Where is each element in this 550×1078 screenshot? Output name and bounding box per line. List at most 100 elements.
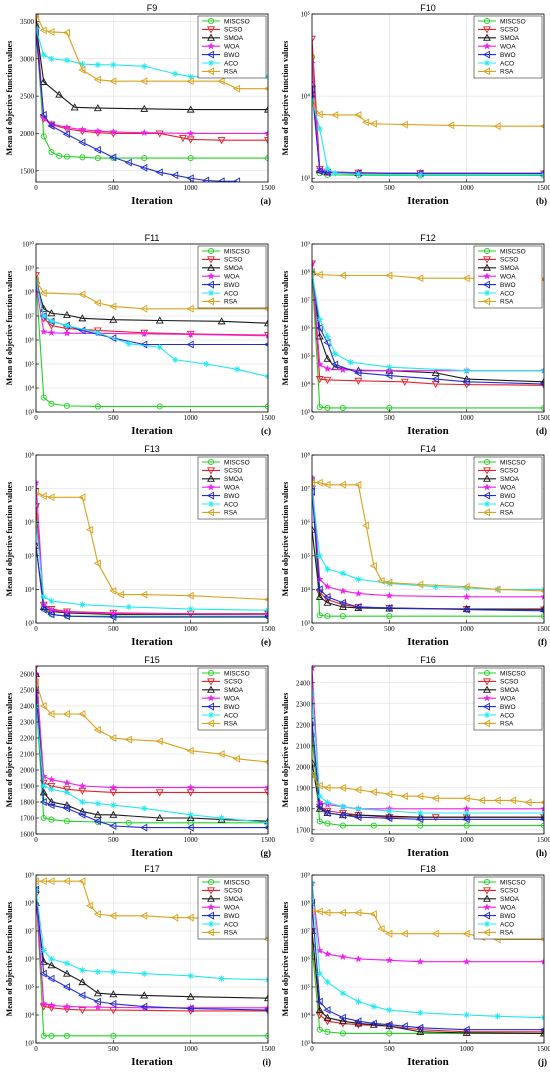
data-point-smoa <box>36 21 40 29</box>
data-point-aco <box>40 593 47 601</box>
data-point-miscso <box>40 394 47 401</box>
data-point-woa <box>354 589 363 597</box>
data-point-woa <box>186 330 195 338</box>
data-point-smoa <box>93 810 102 818</box>
data-point-miscso <box>316 818 323 825</box>
data-point-smoa <box>264 994 268 1002</box>
legend-marker-rsa <box>482 508 491 517</box>
legend-marker-rsa <box>482 297 491 306</box>
data-point-rsa <box>369 119 377 128</box>
legend-item-rsa: RSA <box>224 510 238 517</box>
series-line-miscso <box>36 889 268 1037</box>
y-tick-label: 10⁴ <box>25 1012 35 1020</box>
data-point-woa <box>315 360 324 368</box>
data-point-bwo <box>47 122 55 130</box>
series-line-aco <box>312 488 544 590</box>
data-point-bwo <box>47 974 55 983</box>
legend-box <box>197 876 267 940</box>
legend-item-miscso: MISCSO <box>224 879 250 886</box>
data-point-scso <box>264 789 268 797</box>
data-point-rsa <box>447 121 455 130</box>
data-point-aco <box>48 597 55 605</box>
data-point-bwo <box>385 1020 393 1029</box>
data-point-rsa <box>493 122 501 131</box>
x-tick-label: 1500 <box>261 414 276 422</box>
data-point-rsa <box>62 710 70 718</box>
data-point-bwo <box>462 377 470 386</box>
data-point-aco <box>63 322 71 329</box>
legend-marker-smoa <box>207 474 215 482</box>
legend-marker-smoa <box>207 894 215 902</box>
data-point-rsa <box>362 118 370 127</box>
data-point-rsa <box>93 298 101 307</box>
data-point-miscso <box>187 155 194 162</box>
data-point-miscso <box>48 816 55 823</box>
data-point-aco <box>48 786 55 793</box>
x-tick-label: 1500 <box>537 836 550 844</box>
series-line-scso <box>312 930 544 1033</box>
x-tick-label: 0 <box>310 625 314 633</box>
series-group <box>36 666 268 832</box>
chart-panel-f17: 0 500 1000 1500 10³ 10⁴ 10⁵ 10⁶ 10⁷ 10⁸ 10⁹ F17 Iter… <box>5 864 276 1068</box>
data-point-rsa <box>116 590 125 599</box>
data-point-miscso <box>40 1032 47 1039</box>
legend-item-woa: WOA <box>224 485 240 492</box>
data-point-aco <box>63 789 71 796</box>
data-point-rsa <box>354 785 362 794</box>
y-tick-label: 10⁷ <box>25 928 35 936</box>
chart-title: F16 <box>420 655 436 665</box>
chart-title: F18 <box>420 864 436 874</box>
series-line-miscso <box>36 697 268 824</box>
legend-marker-smoa <box>483 685 491 693</box>
x-tick-label: 500 <box>384 414 395 422</box>
series-line-rsa <box>312 103 544 127</box>
y-tick-label: 1600 <box>20 831 35 839</box>
data-point-rsa <box>186 591 194 600</box>
data-point-aco <box>172 70 179 77</box>
data-point-woa <box>39 999 48 1008</box>
plot-frame <box>35 243 269 413</box>
data-point-rsa <box>36 678 40 686</box>
y-tick-label: 10⁵ <box>25 361 35 369</box>
data-point-miscso <box>110 1032 117 1039</box>
legend-marker-woa <box>483 903 491 911</box>
legend-item-scso: SCSO <box>500 257 518 264</box>
legend-marker-smoa <box>483 894 491 902</box>
data-point-bwo <box>93 145 101 154</box>
legend-item-bwo: BWO <box>224 52 240 59</box>
x-tick-label: 500 <box>108 1045 119 1053</box>
x-tick-label: 500 <box>108 836 119 844</box>
data-point-aco <box>48 55 55 62</box>
data-point-woa <box>339 952 347 961</box>
data-point-rsa <box>369 910 377 919</box>
data-point-rsa <box>93 559 101 568</box>
y-tick-label: 10⁶ <box>25 956 35 964</box>
series-line-bwo <box>36 32 238 182</box>
data-point-miscso <box>79 154 86 161</box>
panel-label: (c) <box>261 426 271 436</box>
data-point-miscso <box>312 475 316 482</box>
legend-marker-miscso <box>483 878 491 886</box>
y-tick-label: 10⁵ <box>25 984 35 992</box>
y-axis-label: Mean of objective function values <box>281 902 290 1017</box>
data-point-rsa <box>140 77 148 86</box>
data-point-smoa <box>312 758 316 766</box>
x-tick-label: 1500 <box>537 1045 550 1053</box>
data-point-miscso <box>312 942 316 949</box>
data-point-bwo <box>39 605 47 614</box>
x-axis-label: Iteration <box>407 847 449 859</box>
data-point-bwo <box>47 801 55 810</box>
legend-item-scso: SCSO <box>224 468 242 475</box>
legend-item-miscso: MISCSO <box>500 670 526 677</box>
plot-frame <box>311 665 545 835</box>
legend-marker-aco <box>483 59 491 67</box>
data-point-aco <box>48 955 55 963</box>
data-point-rsa <box>312 478 316 487</box>
legend-item-woa: WOA <box>224 905 240 912</box>
legend-item-rsa: RSA <box>224 721 238 728</box>
data-point-aco <box>324 333 331 340</box>
data-point-aco <box>40 51 47 59</box>
